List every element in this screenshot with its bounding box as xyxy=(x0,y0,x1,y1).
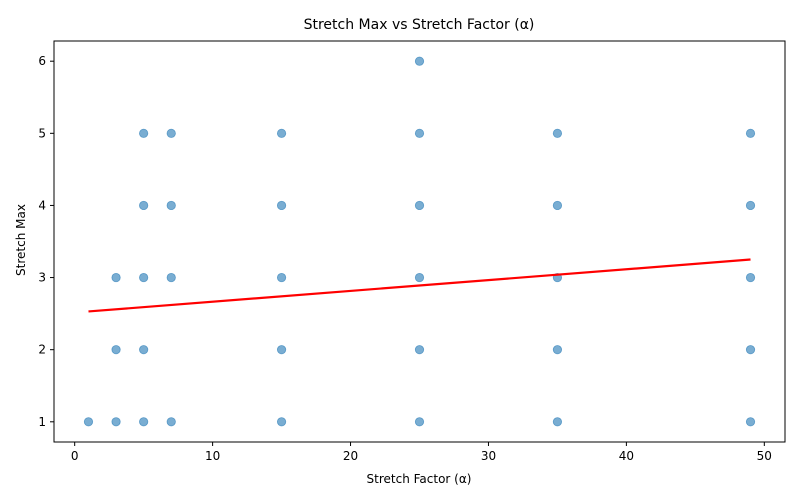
x-axis-label: Stretch Factor (α) xyxy=(367,472,472,486)
data-point xyxy=(166,272,176,283)
y-tick-label: 4 xyxy=(38,198,46,212)
data-point xyxy=(111,272,121,283)
data-point xyxy=(166,200,176,211)
data-point xyxy=(745,345,756,355)
data-point xyxy=(552,200,563,211)
data-point xyxy=(414,345,425,355)
data-point xyxy=(139,200,149,211)
data-point xyxy=(276,128,287,138)
y-tick-label: 2 xyxy=(38,343,46,357)
x-tick-label: 30 xyxy=(481,449,496,463)
chart-title: Stretch Max vs Stretch Factor (α) xyxy=(304,17,535,33)
x-tick-label: 40 xyxy=(619,449,634,463)
points-layer xyxy=(83,56,756,427)
x-tick-label: 50 xyxy=(757,449,772,463)
y-axis-label: Stretch Max xyxy=(14,204,28,276)
data-point xyxy=(414,128,425,138)
data-point xyxy=(83,417,94,427)
x-tick-label: 0 xyxy=(71,449,79,463)
data-point xyxy=(552,417,563,427)
y-tick-label: 3 xyxy=(38,271,46,285)
x-tick-label: 10 xyxy=(205,449,220,463)
data-point xyxy=(139,345,149,355)
data-point xyxy=(166,417,176,427)
y-axis: 1 2 3 4 5 6 xyxy=(38,54,54,429)
data-point xyxy=(276,417,287,427)
data-point xyxy=(745,272,756,283)
data-point xyxy=(276,200,287,211)
data-point xyxy=(552,345,563,355)
data-point xyxy=(414,200,425,211)
y-tick-label: 6 xyxy=(38,54,46,68)
data-point xyxy=(745,417,756,427)
data-point xyxy=(166,128,176,138)
plot-area xyxy=(53,40,786,443)
data-point xyxy=(414,417,425,427)
data-point xyxy=(139,417,149,427)
data-point xyxy=(111,417,121,427)
data-point xyxy=(552,128,563,138)
data-point xyxy=(276,345,287,355)
y-tick-label: 5 xyxy=(38,126,46,140)
y-tick-label: 1 xyxy=(38,415,46,429)
data-point xyxy=(276,272,287,283)
x-axis: 0 10 20 30 40 50 xyxy=(71,442,772,463)
x-tick-label: 20 xyxy=(343,449,358,463)
data-point xyxy=(139,128,149,138)
data-point xyxy=(111,345,121,355)
trend-line xyxy=(88,258,751,313)
data-point xyxy=(414,272,425,283)
data-point xyxy=(745,128,756,138)
data-point xyxy=(139,272,149,283)
data-point xyxy=(745,200,756,211)
data-point xyxy=(414,56,425,66)
